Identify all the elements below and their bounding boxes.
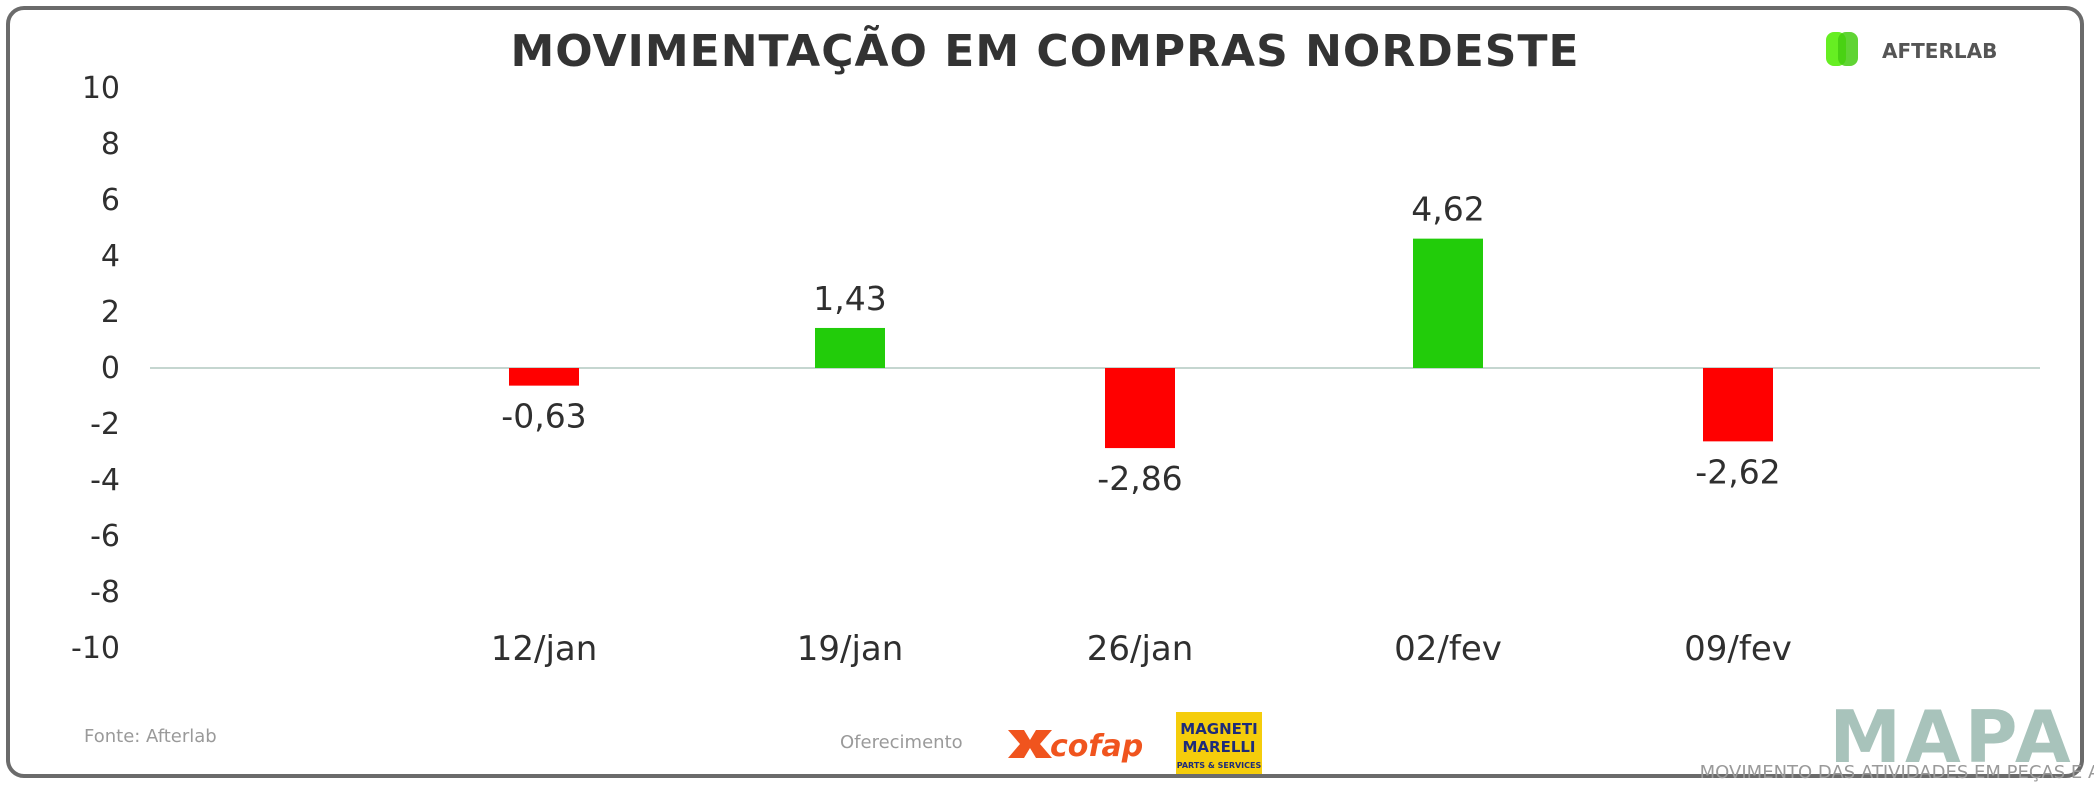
x-axis: 12/jan 19/jan 26/jan 02/fev 09/fev	[491, 629, 1792, 669]
bars	[509, 238, 1773, 449]
bar-19-jan	[815, 327, 885, 368]
magneti-line-1: MAGNETI	[1180, 720, 1257, 738]
cofap-logo-icon	[1008, 730, 1052, 758]
x-tick-label: 19/jan	[797, 629, 904, 669]
chart-title: MOVIMENTAÇÃO EM COMPRAS NORDESTE	[510, 24, 1579, 77]
cofap-logo: cofap	[1008, 729, 1143, 764]
cofap-logo-text: cofap	[1050, 729, 1143, 764]
y-tick-label: 6	[101, 183, 120, 218]
data-labels: -0,63 1,43 -2,86 4,62 -2,62	[501, 190, 1780, 498]
mapa-logo: MAPA MOVIMENTO DAS ATIVIDADES EM PEÇAS E…	[1700, 695, 2094, 783]
y-tick-label: -2	[90, 407, 120, 442]
y-tick-label: -8	[90, 575, 120, 610]
y-tick-label: 0	[101, 351, 120, 386]
magneti-marelli-logo: MAGNETI MARELLI PARTS & SERVICES	[1176, 712, 1262, 774]
bar-12-jan	[509, 368, 579, 386]
y-tick-label: -10	[71, 631, 120, 666]
x-tick-label: 09/fev	[1684, 629, 1792, 669]
sponsors-label: Oferecimento	[840, 732, 963, 753]
magneti-line-2: MARELLI	[1182, 738, 1255, 756]
y-tick-label: 4	[101, 239, 120, 274]
y-tick-label: 10	[82, 71, 120, 106]
afterlab-logo-text: AFTERLAB	[1882, 39, 1997, 63]
data-label: 1,43	[813, 279, 886, 318]
bar-09-fev	[1703, 368, 1773, 442]
data-label: -2,86	[1097, 459, 1182, 498]
mapa-tagline: MOVIMENTO DAS ATIVIDADES EM PEÇAS E ACES…	[1700, 761, 2094, 783]
magneti-marelli-logo-icon	[1176, 712, 1262, 774]
source-note: Fonte: Afterlab	[84, 726, 217, 747]
y-tick-label: -4	[90, 463, 120, 498]
y-tick-label: 8	[101, 127, 120, 162]
bar-26-jan	[1105, 368, 1175, 449]
y-tick-label: 2	[101, 295, 120, 330]
x-tick-label: 26/jan	[1087, 629, 1194, 669]
x-tick-label: 02/fev	[1394, 629, 1502, 669]
bar-02-fev	[1413, 238, 1483, 368]
afterlab-logo: AFTERLAB	[1826, 32, 1997, 66]
y-axis: 10 8 6 4 2 0 -2 -4 -6 -8 -10	[71, 71, 120, 666]
data-label: 4,62	[1411, 190, 1484, 229]
mapa-logo-text: MAPA	[1829, 695, 2074, 779]
y-tick-label: -6	[90, 519, 120, 554]
data-label: -0,63	[501, 397, 586, 436]
x-tick-label: 12/jan	[491, 629, 598, 669]
data-label: -2,62	[1695, 452, 1780, 491]
magneti-line-3: PARTS & SERVICES	[1177, 761, 1262, 770]
